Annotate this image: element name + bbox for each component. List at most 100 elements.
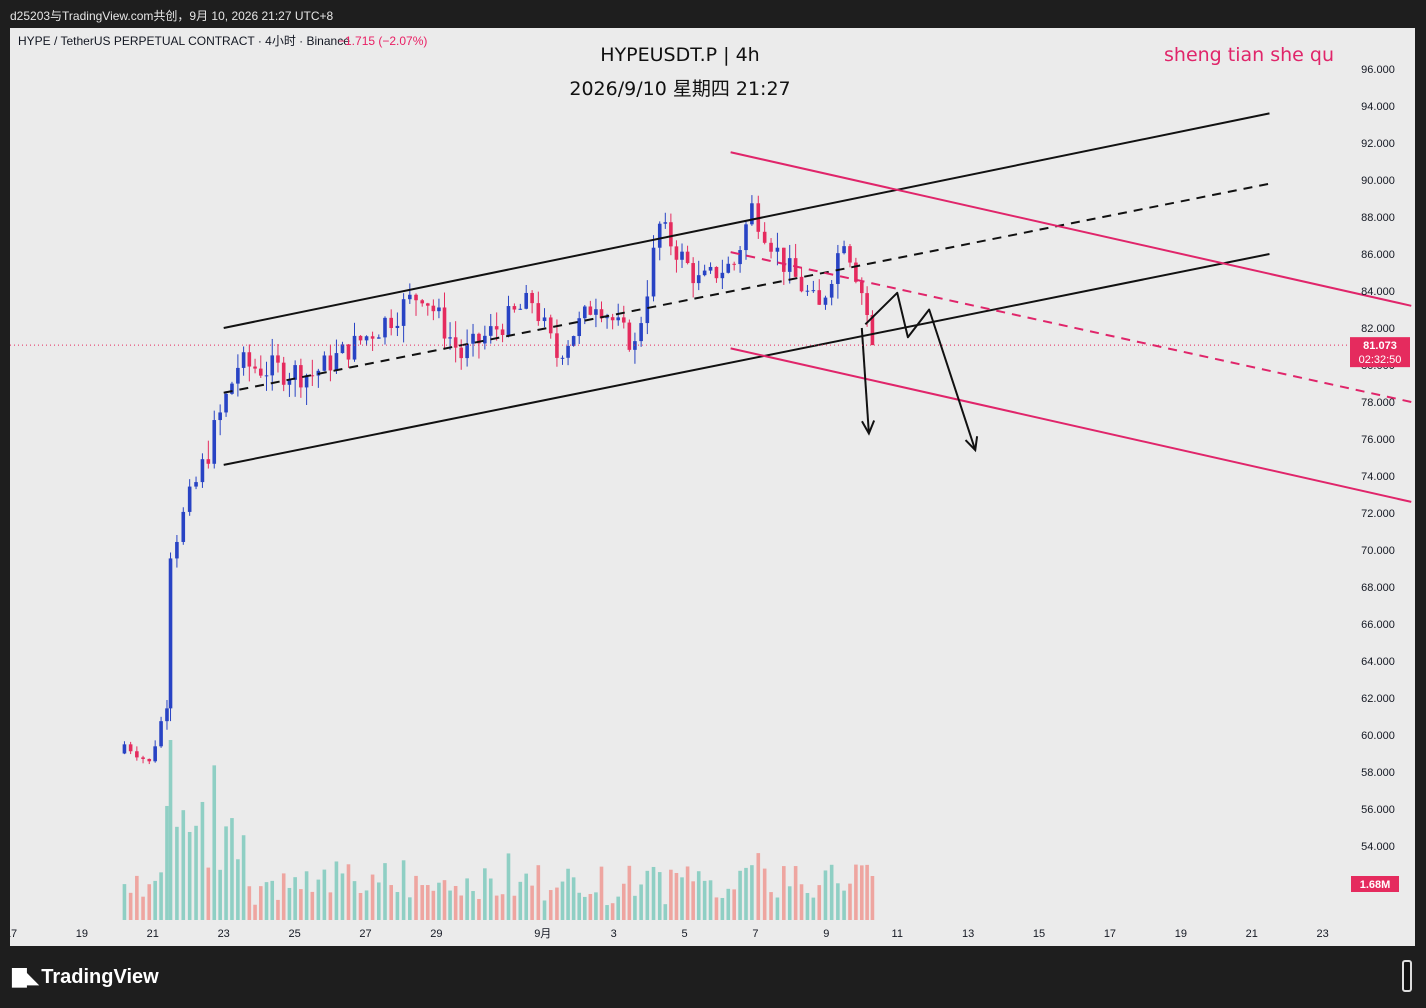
candle-body bbox=[696, 275, 701, 284]
y-tick-label: 54.000 bbox=[1361, 841, 1395, 853]
candle-body bbox=[738, 250, 742, 265]
volume-tag: 1.68M bbox=[1351, 876, 1399, 892]
volume-bar bbox=[420, 885, 425, 920]
ascending-channel-lower-line bbox=[223, 253, 1270, 466]
candle-body bbox=[128, 744, 133, 752]
candle-body bbox=[500, 329, 505, 335]
volume-bar bbox=[141, 896, 145, 920]
tradingview-brand: TradingView bbox=[41, 966, 159, 988]
volume-bar bbox=[829, 864, 834, 920]
x-tick-label: 17 bbox=[10, 928, 17, 940]
volume-bar bbox=[627, 865, 632, 920]
volume-bar bbox=[530, 885, 534, 920]
candle-body bbox=[322, 355, 327, 371]
candle-body bbox=[823, 297, 828, 305]
candle-body bbox=[304, 375, 309, 388]
y-tick-label: 70.000 bbox=[1361, 545, 1395, 557]
author-watermark: sheng tian she qu bbox=[1164, 44, 1334, 66]
price-chart[interactable]: 96.000 94.000 92.000 90.000 88.000 86.000 84.0… bbox=[10, 28, 1415, 946]
y-tick-label: 64.000 bbox=[1361, 656, 1395, 668]
volume-bar bbox=[194, 825, 198, 920]
candle-body bbox=[588, 306, 593, 315]
volume-bar bbox=[512, 895, 517, 920]
candle-body bbox=[560, 357, 565, 359]
volume-bar bbox=[657, 872, 662, 920]
candle-body bbox=[287, 379, 292, 385]
candle-body bbox=[566, 345, 570, 358]
candle-body bbox=[860, 281, 864, 294]
tradingview-logo[interactable]: ▇◣ TradingView bbox=[12, 966, 159, 989]
volume-bar bbox=[599, 866, 604, 920]
volume-bar bbox=[431, 890, 436, 920]
volume-bar bbox=[147, 884, 152, 920]
candle-body bbox=[836, 253, 840, 284]
volume-bar bbox=[135, 875, 139, 920]
volume-bar bbox=[316, 879, 321, 920]
volume-bar bbox=[680, 877, 684, 920]
volume-bar bbox=[383, 863, 387, 920]
candle-body bbox=[799, 276, 804, 292]
ascending-channel-upper-line bbox=[223, 112, 1270, 329]
scroll-handle[interactable] bbox=[1402, 960, 1412, 992]
candle-body bbox=[627, 322, 632, 350]
candle-body bbox=[518, 308, 523, 310]
candle-body bbox=[762, 231, 767, 243]
ascending-channel-mid-line bbox=[223, 182, 1270, 394]
y-tick-label: 66.000 bbox=[1361, 619, 1395, 631]
candle-body bbox=[674, 246, 679, 260]
volume-bar bbox=[506, 853, 511, 920]
candle-body bbox=[708, 266, 713, 271]
candle-body bbox=[732, 263, 736, 265]
chart-datetime: 2026/9/10 星期四 21:27 bbox=[569, 78, 790, 100]
x-tick-label: 21 bbox=[147, 928, 159, 940]
volume-bar bbox=[811, 897, 816, 920]
y-tick-label: 74.000 bbox=[1361, 471, 1395, 483]
candle-body bbox=[218, 412, 222, 421]
candle-body bbox=[726, 263, 731, 273]
candle-body bbox=[389, 317, 394, 329]
volume-bar bbox=[793, 866, 798, 920]
volume-bar bbox=[247, 886, 252, 920]
price-tag: 81.073 02:32:50 bbox=[1350, 337, 1410, 368]
volume-bar bbox=[842, 890, 846, 920]
volume-bar bbox=[310, 891, 315, 920]
volume-bar bbox=[691, 881, 695, 920]
candle-body bbox=[524, 292, 529, 309]
volume-bar bbox=[782, 866, 786, 920]
y-tick-label: 68.000 bbox=[1361, 582, 1395, 594]
volume-bar bbox=[524, 873, 529, 920]
x-tick-label: 3 bbox=[611, 928, 617, 940]
volume-bar bbox=[870, 876, 875, 920]
volume-bar bbox=[726, 888, 731, 920]
volume-tag-value: 1.68M bbox=[1360, 879, 1391, 891]
candle-body bbox=[247, 352, 252, 367]
y-tick-label: 94.000 bbox=[1361, 101, 1395, 113]
volume-bar bbox=[389, 885, 394, 920]
candle-body bbox=[241, 352, 246, 368]
candle-body bbox=[383, 317, 387, 338]
candle-body bbox=[264, 375, 269, 377]
candle-body bbox=[787, 258, 792, 272]
volume-bar bbox=[702, 880, 707, 920]
volume-bar bbox=[293, 877, 297, 920]
candle-body bbox=[135, 751, 139, 758]
volume-bar bbox=[769, 892, 773, 920]
chart-area[interactable]: 96.000 94.000 92.000 90.000 88.000 86.000 84.0… bbox=[10, 28, 1415, 946]
x-tick-label: 13 bbox=[962, 928, 974, 940]
volume-bar bbox=[287, 887, 292, 920]
volume-bar bbox=[165, 805, 169, 920]
volume-bar bbox=[122, 884, 127, 920]
candle-body bbox=[168, 558, 173, 709]
share-bar: d25203与TradingView.com共创，9月 10, 2026 21:… bbox=[0, 0, 1426, 28]
volume-bar bbox=[437, 882, 441, 920]
volume-bar bbox=[187, 831, 192, 920]
candle-body bbox=[775, 247, 780, 252]
candle-body bbox=[425, 303, 430, 306]
volume-bar bbox=[536, 865, 541, 920]
legend-change: −1.715 (−2.07%) bbox=[338, 34, 427, 48]
candle-body bbox=[506, 306, 511, 335]
volume-bar bbox=[555, 887, 559, 920]
volume-bar bbox=[408, 897, 412, 920]
volume-bar bbox=[645, 870, 650, 920]
candles bbox=[122, 195, 875, 765]
